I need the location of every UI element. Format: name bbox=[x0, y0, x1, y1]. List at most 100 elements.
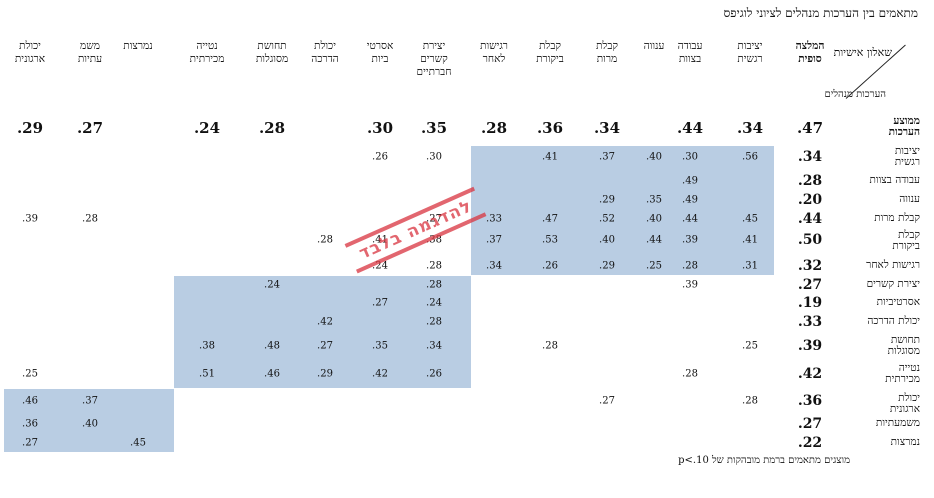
row-label: קבלת מרות bbox=[874, 212, 920, 224]
correlation-value: .39 bbox=[682, 279, 698, 291]
correlation-value: .28 bbox=[426, 260, 442, 272]
correlation-value: .42 bbox=[317, 316, 333, 328]
final-recommendation-value: .28 bbox=[797, 173, 823, 189]
table-title: מתאמים בין הערכות מנהלים לציוני לוגיפס bbox=[723, 6, 918, 20]
row-label: יצירת קשרים bbox=[866, 278, 920, 290]
final-recommendation-value: .32 bbox=[797, 258, 823, 274]
correlation-value: .28 bbox=[426, 279, 442, 291]
column-header: עבודה בצוות bbox=[677, 40, 703, 65]
row-label: תחושת מסוגלות bbox=[887, 334, 920, 357]
row-label: נטייה מכירתית bbox=[885, 362, 920, 385]
correlation-value: .25 bbox=[22, 368, 38, 380]
correlation-value: .40 bbox=[82, 418, 98, 430]
column-header: משמ עתיות bbox=[77, 40, 103, 65]
correlation-value: .29 bbox=[599, 260, 615, 272]
final-recommendation-value: .19 bbox=[797, 295, 823, 311]
final-recommendation-value: .42 bbox=[797, 366, 823, 382]
column-header: יכולת ארגונית bbox=[14, 40, 46, 65]
correlation-value: .40 bbox=[646, 151, 662, 163]
correlation-value: .41 bbox=[372, 234, 388, 246]
column-header: רגישות לאחר bbox=[480, 40, 508, 65]
correlation-value: .45 bbox=[130, 437, 146, 449]
correlation-value: .28 bbox=[426, 316, 442, 328]
correlation-value: .27 bbox=[372, 297, 388, 309]
shade-block-1 bbox=[471, 146, 774, 275]
column-header: תחושת מסוגלות bbox=[255, 40, 289, 65]
final-recommendation-value: .20 bbox=[797, 192, 823, 208]
correlation-value: .51 bbox=[199, 368, 215, 380]
average-value: .44 bbox=[676, 119, 704, 137]
correlation-value: .40 bbox=[646, 213, 662, 225]
correlation-value: .24 bbox=[426, 297, 442, 309]
correlation-value: .28 bbox=[742, 395, 758, 407]
average-value: .28 bbox=[480, 119, 508, 137]
final-recommendation-value: .36 bbox=[797, 393, 823, 409]
correlation-value: .29 bbox=[599, 194, 615, 206]
average-value: .34 bbox=[736, 119, 764, 137]
correlation-value: .34 bbox=[486, 260, 502, 272]
row-label: עבודה בצוות bbox=[869, 174, 920, 186]
average-value: .24 bbox=[193, 119, 221, 137]
column-header: יכולת הדרכה bbox=[311, 40, 339, 65]
shade-block-3 bbox=[4, 389, 174, 452]
corner-header-bottom: הערכות מנהלים bbox=[824, 89, 886, 100]
correlation-value: .27 bbox=[22, 437, 38, 449]
correlation-value: .48 bbox=[264, 340, 280, 352]
final-recommendation-value: .34 bbox=[797, 149, 823, 165]
correlation-value: .27 bbox=[599, 395, 615, 407]
final-recommendation-value: .44 bbox=[797, 211, 823, 227]
correlation-value: .44 bbox=[646, 234, 662, 246]
watermark-stamp: להדגמה בלבד bbox=[344, 186, 487, 274]
row-label-average: ממוצע הערכות bbox=[888, 115, 920, 138]
correlation-value: .33 bbox=[486, 213, 502, 225]
correlation-value: .49 bbox=[682, 194, 698, 206]
row-label: ענווה bbox=[899, 193, 920, 205]
average-value: .35 bbox=[420, 119, 448, 137]
shade-block-2 bbox=[174, 276, 471, 388]
correlation-value: .49 bbox=[682, 175, 698, 187]
correlation-value: .26 bbox=[426, 368, 442, 380]
average-value: .29 bbox=[16, 119, 44, 137]
correlation-value: .34 bbox=[426, 340, 442, 352]
final-recommendation-value: .27 bbox=[797, 277, 823, 293]
average-value: .36 bbox=[536, 119, 564, 137]
correlation-value: .37 bbox=[82, 395, 98, 407]
correlation-value: .28 bbox=[317, 234, 333, 246]
correlation-value: .56 bbox=[742, 151, 758, 163]
average-value: .30 bbox=[366, 119, 394, 137]
correlation-value: .39 bbox=[682, 234, 698, 246]
correlation-value: .37 bbox=[486, 234, 502, 246]
column-header: נטייה מכירתית bbox=[189, 40, 225, 65]
row-label: יכולת הדרכה bbox=[867, 315, 920, 327]
column-header: אסרטי ביות bbox=[366, 40, 394, 65]
row-label: יכולת ארגונית bbox=[889, 392, 920, 415]
correlation-value: .38 bbox=[426, 234, 442, 246]
correlation-value: .45 bbox=[742, 213, 758, 225]
correlation-value: .35 bbox=[646, 194, 662, 206]
average-value: .28 bbox=[258, 119, 286, 137]
correlation-value: .24 bbox=[372, 260, 388, 272]
correlation-value: .36 bbox=[22, 418, 38, 430]
row-label: יציבות רגשית bbox=[894, 145, 920, 168]
final-recommendation-value: .33 bbox=[797, 314, 823, 330]
correlation-value: .41 bbox=[542, 151, 558, 163]
correlation-value: .47 bbox=[542, 213, 558, 225]
corner-header-top: שאלון אישיות bbox=[833, 46, 892, 59]
correlation-value: .53 bbox=[542, 234, 558, 246]
footnote: מוצגים מתאמים ברמת מובהקות של p<.10 bbox=[678, 455, 850, 466]
correlation-value: .26 bbox=[372, 151, 388, 163]
correlation-value: .31 bbox=[742, 260, 758, 272]
column-header: ענווה bbox=[643, 40, 665, 52]
final-recommendation-value: .50 bbox=[797, 232, 823, 248]
correlation-value: .46 bbox=[264, 368, 280, 380]
correlation-value: .28 bbox=[682, 368, 698, 380]
correlation-value: .35 bbox=[372, 340, 388, 352]
correlation-value: .25 bbox=[646, 260, 662, 272]
row-label: אסרטיביות bbox=[876, 296, 920, 308]
correlation-value: .37 bbox=[599, 151, 615, 163]
correlation-value: .28 bbox=[82, 213, 98, 225]
correlation-value: .25 bbox=[742, 340, 758, 352]
correlation-value: .30 bbox=[682, 151, 698, 163]
correlation-value: .44 bbox=[682, 213, 698, 225]
column-header: יצירת קשרים חברתיים bbox=[416, 40, 452, 78]
